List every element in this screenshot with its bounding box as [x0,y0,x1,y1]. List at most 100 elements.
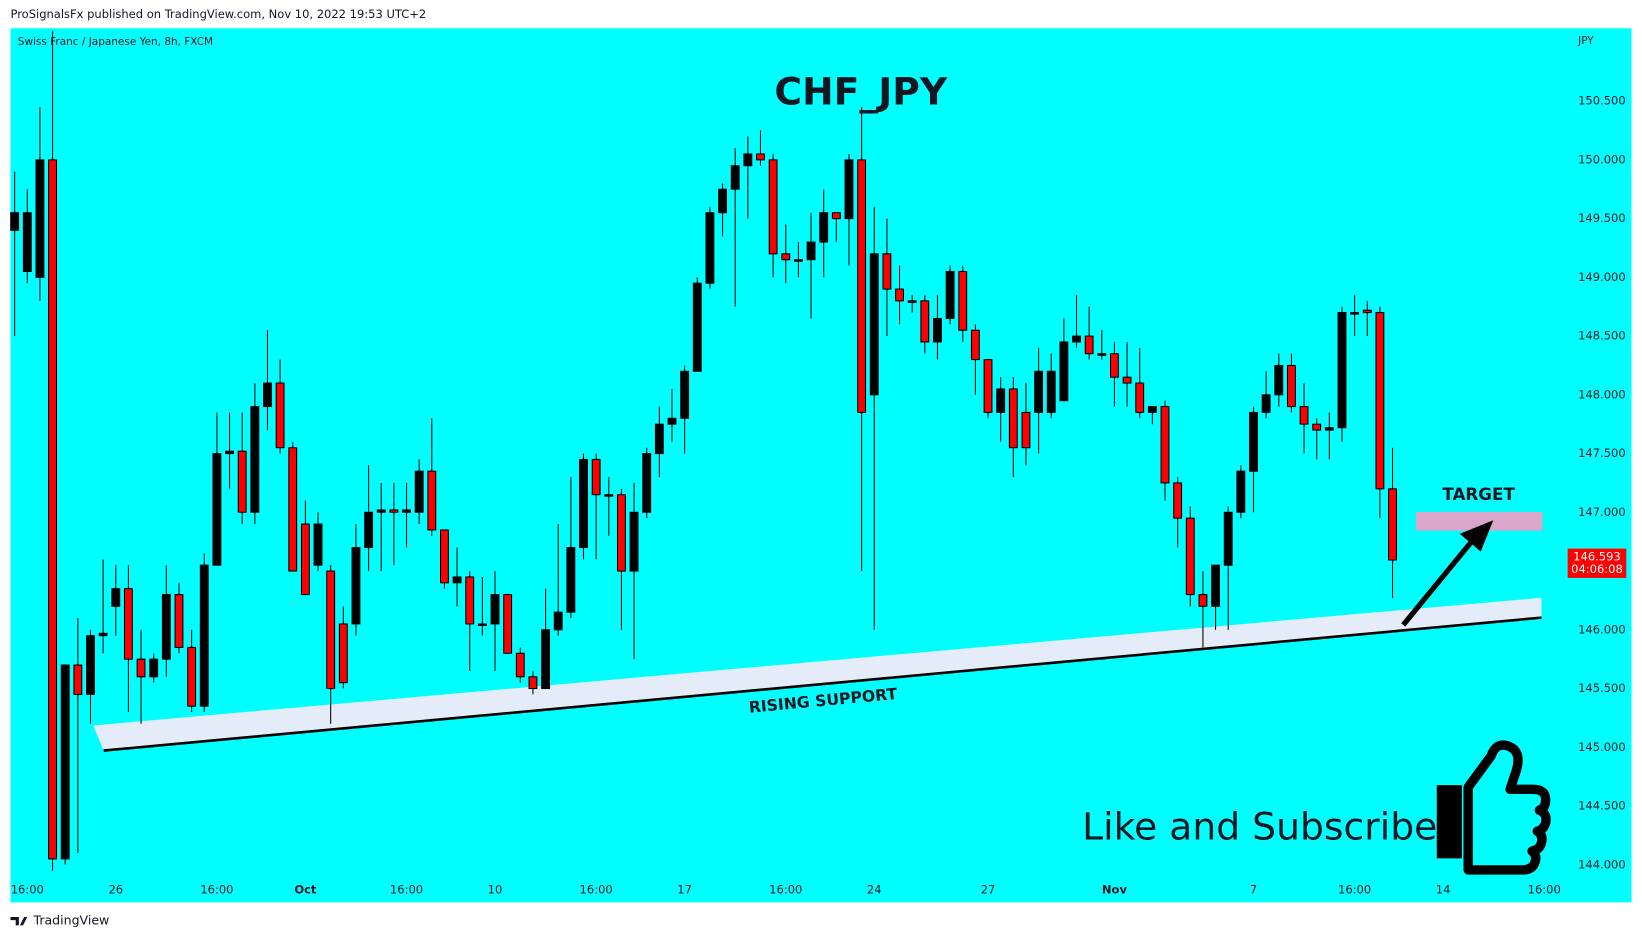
x-tick-label: 17 [677,882,692,896]
support-band [93,597,1542,751]
x-tick-label: 26 [108,882,123,896]
currency: JPY [1577,35,1594,47]
candle-body [1337,312,1347,429]
candle-body [1211,564,1221,607]
candle-body [1046,370,1056,413]
candle-body [48,159,58,860]
candle-body [730,165,740,190]
candle-body [515,652,525,678]
candle-body [945,270,955,319]
plot: 144.000 144.500 145.000 145.500 146.000 146.5… [10,30,1627,903]
candle-body [376,509,386,513]
logo [10,917,28,926]
candle-body [642,453,652,513]
footer: TradingView [33,913,110,928]
candle-body [10,212,20,231]
candle-body [857,159,867,413]
target-label: TARGET [1442,484,1515,504]
candle-body [616,494,626,572]
candle-body [414,470,424,513]
x-tick-label: 14 [1436,882,1451,896]
x-tick-label: 16:00 [1338,882,1371,896]
candle-body [86,635,95,695]
thumbs-up-icon [1436,740,1551,875]
candle-body [73,664,83,695]
candle-body [1362,309,1372,314]
candle-body [996,388,1006,413]
candle-body [250,406,260,513]
x-tick-label: 16:00 [11,882,44,896]
candle-body [970,329,980,361]
candle-body [1299,406,1309,425]
candle-body [1173,482,1183,519]
cta: Like and Subscribe [1082,805,1437,849]
candle-body [806,241,816,261]
candle-body [1350,312,1360,315]
candle-body [161,594,171,660]
candle-body [237,450,247,513]
candle-body [920,300,930,343]
candle-body [300,523,310,596]
candle-body [933,317,942,343]
candle-body [427,470,437,531]
chart-background [10,28,1632,903]
x-tick-label: Oct [294,882,317,896]
candle-body [566,547,576,613]
candle-body [1122,376,1132,384]
candle-body [1286,364,1296,408]
x-tick-label: 27 [981,882,996,896]
last-price-box [1567,548,1627,578]
candle-body [98,632,108,637]
candle-body [326,570,336,690]
candle-body [1008,388,1018,449]
y-tick-label: 150.500 [1578,94,1626,108]
candle-body [60,664,70,860]
candle-body [288,447,298,572]
x-tick-label: 24 [867,882,882,896]
candle-body [1021,411,1031,449]
candle-body [718,188,728,214]
candle-body [895,288,904,302]
y-tick-label: 148.000 [1578,387,1626,401]
candle-body [667,417,677,425]
y-tick-label: 147.000 [1578,505,1626,519]
candle-body [465,576,475,625]
candle-body [692,282,702,372]
candle-body [490,594,500,625]
candle-body [793,259,803,262]
candle-body [225,450,234,455]
candle-body [1147,406,1157,413]
candle-body [541,629,551,690]
candle-body [187,646,197,707]
y-tick-label: 147.500 [1578,446,1626,460]
candle-body [553,611,563,631]
candle-body [629,511,639,572]
arrow-head [1459,520,1494,552]
candle-body [1249,411,1258,472]
candle-body [869,253,879,396]
candle-body [768,159,778,255]
y-tick-label: 144.000 [1578,857,1626,871]
candle-body [313,523,323,566]
candle-body [1236,470,1246,513]
candle-body [831,212,841,220]
y-tick-label: 150.000 [1578,152,1626,166]
x-tick-label: 10 [488,882,503,896]
candle-body [149,658,159,678]
candle-body [844,159,854,220]
candle-body [1072,335,1081,343]
candle-body [351,547,361,625]
candle-body [123,588,133,660]
candle-body [1034,370,1044,413]
candle-body [35,159,45,278]
target-zone [1415,511,1543,531]
y-tick-label: 149.000 [1578,270,1626,284]
y-tick-label: 148.500 [1578,329,1626,343]
candle-body [452,576,462,584]
candle-body [1274,364,1284,396]
candle-body [819,212,829,243]
symbol: Swiss Franc / Japanese Yen, 8h, FXCM [18,36,213,48]
x-tick-label: 16:00 [200,882,233,896]
